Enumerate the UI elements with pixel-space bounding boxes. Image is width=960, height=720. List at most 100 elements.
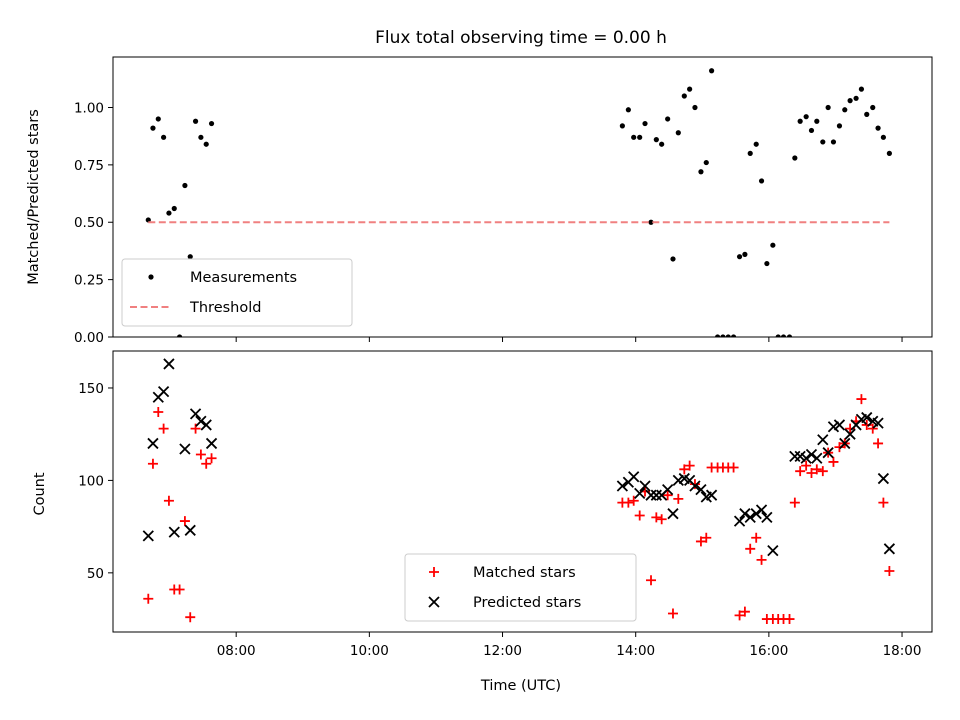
data-point bbox=[814, 118, 820, 124]
data-point bbox=[667, 508, 679, 520]
data-point bbox=[747, 150, 753, 156]
y-tick-label: 0.75 bbox=[74, 158, 104, 174]
data-point bbox=[625, 107, 631, 113]
ratio-panel: Flux total observing time = 0.00 h Match… bbox=[26, 28, 933, 346]
count-plot-area: 08:00 10:00 12:00 14:00 16:00 18:00 50 100 150 bbox=[78, 350, 933, 659]
data-point bbox=[705, 489, 718, 501]
data-point bbox=[201, 458, 212, 469]
data-point bbox=[703, 159, 709, 166]
data-point bbox=[756, 554, 767, 565]
data-point bbox=[147, 458, 158, 469]
legend-label: Measurements bbox=[190, 270, 297, 286]
legend-box bbox=[404, 553, 637, 622]
data-point bbox=[856, 394, 867, 405]
data-point bbox=[662, 484, 674, 496]
data-point bbox=[681, 93, 687, 99]
data-point bbox=[750, 508, 762, 520]
data-point bbox=[195, 449, 206, 460]
legend-label: Predicted stars bbox=[473, 595, 581, 611]
data-point bbox=[844, 428, 856, 440]
data-point bbox=[884, 565, 895, 576]
data-point bbox=[867, 423, 878, 434]
data-point bbox=[853, 95, 859, 101]
y-tick-label: 0.25 bbox=[74, 273, 104, 289]
legend-entry: Matched stars bbox=[429, 565, 576, 581]
data-point bbox=[157, 386, 170, 398]
data-point bbox=[653, 137, 659, 143]
data-point bbox=[163, 495, 174, 506]
data-point bbox=[753, 141, 759, 147]
data-point bbox=[811, 452, 823, 464]
data-point bbox=[828, 456, 839, 467]
data-point bbox=[684, 460, 695, 471]
data-point bbox=[185, 612, 196, 623]
chart-title: Flux total observing time = 0.00 h bbox=[375, 28, 667, 48]
data-point bbox=[192, 118, 199, 124]
data-point bbox=[179, 516, 190, 527]
data-point bbox=[667, 608, 678, 619]
data-point bbox=[656, 514, 667, 525]
y-tick-label: 0.00 bbox=[74, 330, 104, 346]
data-point bbox=[646, 575, 657, 586]
data-point bbox=[847, 98, 853, 104]
data-point bbox=[797, 118, 803, 124]
series-measurements bbox=[145, 68, 892, 337]
data-point bbox=[189, 408, 202, 420]
data-point bbox=[623, 497, 634, 508]
data-point bbox=[163, 358, 175, 370]
data-point bbox=[728, 462, 739, 473]
data-point bbox=[689, 479, 700, 490]
data-point bbox=[714, 334, 721, 337]
data-point bbox=[171, 205, 177, 212]
y-axis-label-ratio: Matched/Predicted stars bbox=[26, 109, 42, 285]
data-point bbox=[873, 438, 884, 449]
data-point bbox=[179, 443, 191, 455]
data-point bbox=[645, 489, 657, 501]
data-point bbox=[628, 495, 639, 506]
data-point bbox=[878, 497, 889, 508]
ratio-plot-area: 0.00 0.25 0.50 0.75 1.00 bbox=[74, 56, 933, 346]
data-point bbox=[877, 472, 890, 485]
x-axis-label: Time (UTC) bbox=[480, 678, 561, 694]
legend-label: Matched stars bbox=[473, 565, 576, 581]
data-point bbox=[734, 610, 745, 621]
data-point bbox=[142, 530, 154, 542]
data-point bbox=[792, 155, 798, 161]
data-point bbox=[767, 545, 779, 557]
data-point bbox=[628, 471, 640, 483]
data-point bbox=[665, 116, 671, 122]
series-predicted-stars bbox=[142, 358, 896, 557]
marks bbox=[145, 68, 892, 337]
data-point bbox=[208, 120, 215, 127]
data-point bbox=[764, 260, 770, 267]
data-point bbox=[775, 334, 781, 337]
data-point bbox=[670, 256, 676, 262]
data-point bbox=[161, 134, 167, 140]
data-point bbox=[720, 334, 726, 337]
data-point bbox=[864, 111, 870, 117]
data-point bbox=[801, 460, 812, 471]
data-point bbox=[745, 543, 756, 554]
data-point bbox=[650, 489, 662, 501]
marks bbox=[142, 358, 896, 625]
data-point bbox=[143, 593, 154, 604]
data-point bbox=[770, 242, 776, 248]
data-point bbox=[695, 484, 707, 496]
data-point bbox=[789, 450, 801, 463]
data-point bbox=[733, 515, 746, 527]
legend-entry: Measurements bbox=[148, 270, 297, 286]
data-point bbox=[662, 490, 673, 501]
data-point bbox=[808, 127, 815, 134]
data-point bbox=[709, 68, 715, 74]
count-legend: Matched stars Predicted stars bbox=[404, 553, 637, 622]
data-point bbox=[634, 487, 646, 499]
data-point bbox=[631, 134, 637, 140]
data-point bbox=[639, 480, 651, 492]
data-point bbox=[687, 86, 693, 92]
data-point bbox=[642, 120, 648, 127]
y-tick-label: 100 bbox=[78, 473, 104, 489]
y-tick-label: 150 bbox=[78, 381, 104, 397]
data-point bbox=[834, 442, 845, 453]
data-point bbox=[784, 614, 795, 625]
